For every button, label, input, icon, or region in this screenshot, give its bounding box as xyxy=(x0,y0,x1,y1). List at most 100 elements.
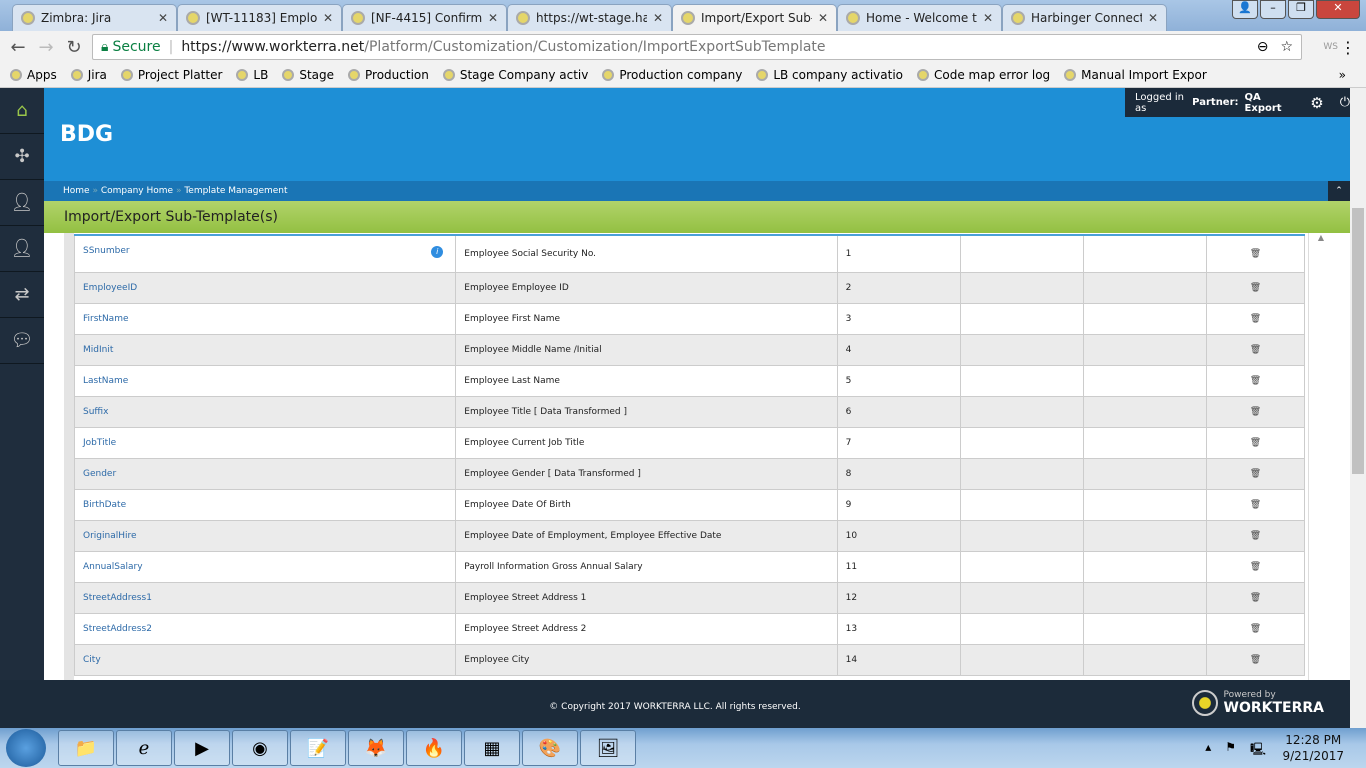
breadcrumb-home[interactable]: Home xyxy=(63,186,90,196)
delete-icon[interactable]: 🗑︎ xyxy=(1205,364,1306,397)
delete-icon[interactable]: 🗑︎ xyxy=(1205,457,1306,490)
reload-icon[interactable]: ↻ xyxy=(66,36,82,58)
breadcrumb-company-home[interactable]: Company Home xyxy=(100,186,174,196)
close-tab-icon[interactable]: ✕ xyxy=(322,11,333,25)
media-player-icon[interactable]: ▶ xyxy=(174,730,230,766)
delete-icon[interactable]: 🗑︎ xyxy=(1205,302,1306,335)
close-tab-icon[interactable]: ✕ xyxy=(817,11,828,25)
login-prefix: Logged in as xyxy=(1135,91,1185,114)
close-tab-icon[interactable]: ✕ xyxy=(1147,11,1158,25)
field-name[interactable]: MidInit xyxy=(73,333,457,366)
field-name[interactable]: Suffix xyxy=(73,395,457,428)
delete-icon[interactable]: 🗑︎ xyxy=(1205,488,1306,521)
field-name[interactable]: BirthDate xyxy=(73,488,457,521)
delete-icon[interactable]: 🗑︎ xyxy=(1205,234,1306,273)
explorer-icon[interactable]: 📁 xyxy=(58,730,114,766)
field-name[interactable]: StreetAddress1 xyxy=(73,581,457,614)
delete-icon[interactable]: 🗑︎ xyxy=(1205,550,1306,583)
table-scrollbar[interactable]: ▲ xyxy=(1308,233,1333,680)
field-name[interactable]: FirstName xyxy=(73,302,457,335)
notepad-icon[interactable]: 📝 xyxy=(290,730,346,766)
power-icon[interactable]: ⏻ xyxy=(1339,95,1350,110)
browser-tab[interactable]: https://wt-stage.har ✕ xyxy=(507,4,672,31)
field-name[interactable]: StreetAddress2 xyxy=(73,612,457,645)
start-button[interactable] xyxy=(6,729,46,767)
field-name[interactable]: JobTitle xyxy=(73,426,457,459)
calculator-icon[interactable]: ▦ xyxy=(464,730,520,766)
info-icon[interactable]: i xyxy=(431,246,444,258)
close-window-button[interactable]: ✕ xyxy=(1316,0,1360,19)
url-input[interactable]: 🔒︎ Secure | https://www.workterra.net/Pl… xyxy=(92,34,1302,60)
minimize-button[interactable]: – xyxy=(1260,0,1286,19)
empty-cell xyxy=(1082,488,1207,521)
paint-icon[interactable]: 🎨 xyxy=(522,730,578,766)
browser-tab[interactable]: Harbinger Connect ✕ xyxy=(1002,4,1167,31)
puzzle-icon[interactable]: ✣ xyxy=(0,134,44,180)
browser-tab[interactable]: [WT-11183] Employ ✕ xyxy=(177,4,342,31)
field-name[interactable]: Gender xyxy=(73,457,457,490)
flag-icon[interactable]: ⚑ xyxy=(1225,740,1236,754)
bookmark[interactable]: Project Platter xyxy=(120,68,222,82)
bookmark[interactable]: Production company xyxy=(602,68,742,82)
field-name[interactable]: AnnualSalary xyxy=(73,550,457,583)
field-description: Employee Current Job Title xyxy=(455,426,838,459)
delete-icon[interactable]: 🗑︎ xyxy=(1205,333,1306,366)
delete-icon[interactable]: 🗑︎ xyxy=(1205,426,1306,459)
bookmark[interactable]: Stage Company activ xyxy=(442,68,588,82)
profile-button[interactable]: 👤 xyxy=(1232,0,1258,19)
browser-tab[interactable]: Home - Welcome to ✕ xyxy=(837,4,1002,31)
field-name[interactable]: City xyxy=(73,643,457,676)
field-name[interactable]: LastName xyxy=(73,364,457,397)
home-icon[interactable]: ⌂ xyxy=(0,88,44,134)
user-star-icon[interactable]: 👤︎ xyxy=(0,180,44,226)
back-icon[interactable]: ← xyxy=(10,36,26,58)
star-icon[interactable]: ☆ xyxy=(1280,39,1293,55)
field-name[interactable]: OriginalHire xyxy=(73,519,457,552)
browser-tab[interactable]: [NF-4415] Confirma ✕ xyxy=(342,4,507,31)
bookmark[interactable]: LB company activatio xyxy=(756,68,903,82)
ie-icon[interactable]: ℯ xyxy=(116,730,172,766)
bookmark[interactable]: Apps xyxy=(10,68,57,82)
delete-icon[interactable]: 🗑︎ xyxy=(1205,395,1306,428)
network-icon[interactable]: 🖳 xyxy=(1249,742,1266,756)
browser-tab[interactable]: Zimbra: Jira ✕ xyxy=(12,4,177,31)
field-description: Employee Last Name xyxy=(455,364,838,397)
bookmark[interactable]: Production xyxy=(348,68,429,82)
delete-icon[interactable]: 🗑︎ xyxy=(1205,519,1306,552)
extension-icon[interactable]: WS xyxy=(1323,42,1338,52)
tray-up-icon[interactable]: ▴ xyxy=(1205,740,1212,754)
bookmark[interactable]: Code map error log xyxy=(917,68,1050,82)
breadcrumb-template-management[interactable]: Template Management xyxy=(184,186,288,196)
chat-icon[interactable]: 💬︎ xyxy=(0,318,44,364)
bookmark[interactable]: LB xyxy=(236,68,268,82)
field-name[interactable]: SSnumber i xyxy=(73,234,457,273)
chrome-icon[interactable]: ◉ xyxy=(232,730,288,766)
field-name[interactable]: EmployeeID xyxy=(73,271,457,304)
bookmark[interactable]: Stage xyxy=(282,68,334,82)
page-scrollbar[interactable] xyxy=(1350,88,1366,728)
browser-tab[interactable]: Import/Export Sub-T ✕ xyxy=(672,4,837,31)
close-tab-icon[interactable]: ✕ xyxy=(982,11,993,25)
collapse-icon[interactable]: ⌃ xyxy=(1328,181,1350,201)
delete-icon[interactable]: 🗑︎ xyxy=(1205,643,1306,676)
delete-icon[interactable]: 🗑︎ xyxy=(1205,612,1306,645)
more-bookmarks[interactable]: » xyxy=(1338,68,1346,82)
user-icon[interactable]: 👤︎ xyxy=(0,226,44,272)
photo-icon[interactable]: 🖼 xyxy=(580,730,636,766)
close-tab-icon[interactable]: ✕ xyxy=(652,11,663,25)
close-tab-icon[interactable]: ✕ xyxy=(157,11,168,25)
gear-icon[interactable]: ⚙ xyxy=(1310,93,1324,112)
menu-icon[interactable]: ⋮ xyxy=(1340,37,1356,57)
close-tab-icon[interactable]: ✕ xyxy=(487,11,498,25)
bookmark[interactable]: Manual Import Expor xyxy=(1064,68,1207,82)
delete-icon[interactable]: 🗑︎ xyxy=(1205,271,1306,304)
zoom-icon[interactable]: ⊖ xyxy=(1256,39,1269,55)
firefox-icon[interactable]: 🦊 xyxy=(348,730,404,766)
bookmark[interactable]: Jira xyxy=(70,68,107,82)
forward-icon[interactable]: → xyxy=(38,36,54,58)
delete-icon[interactable]: 🗑︎ xyxy=(1205,581,1306,614)
maximize-button[interactable]: ❐ xyxy=(1288,0,1314,19)
flame-icon[interactable]: 🔥 xyxy=(406,730,462,766)
clock[interactable]: 12:28 PM 9/21/2017 xyxy=(1282,733,1344,763)
transfer-icon[interactable]: ⇄ xyxy=(0,272,44,318)
